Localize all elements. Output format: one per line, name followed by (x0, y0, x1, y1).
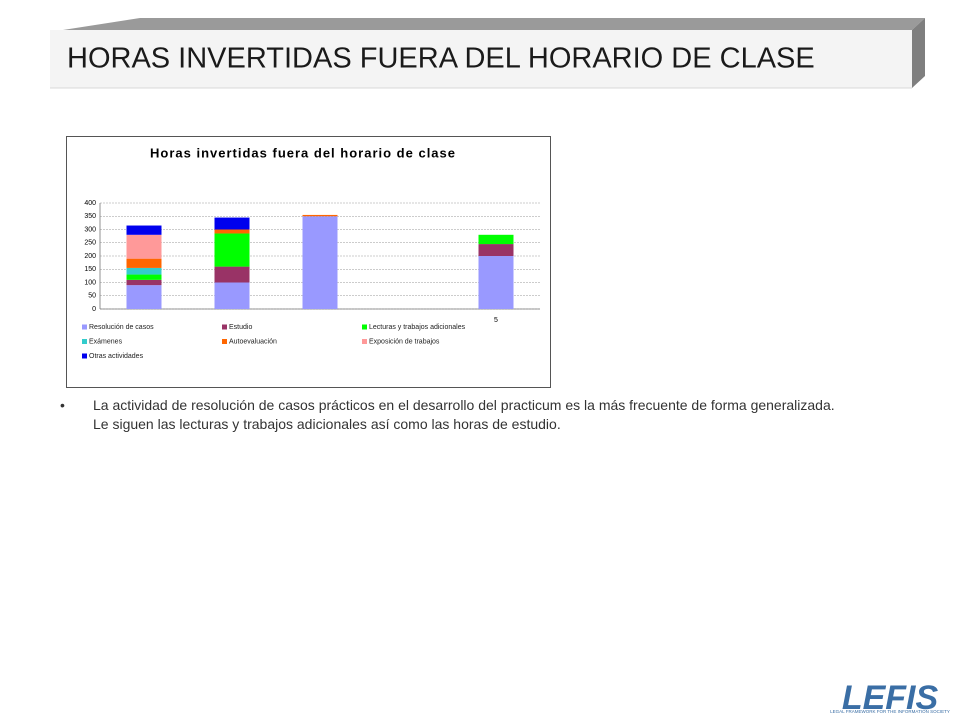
bar-segment (214, 229, 250, 234)
y-tick-label: 400 (84, 200, 96, 207)
x-tick-label: 5 (494, 317, 498, 324)
bullet-marker: • (60, 397, 65, 413)
legend-swatch (222, 324, 227, 330)
bar-segment (126, 258, 162, 268)
bar-segment (302, 216, 338, 309)
bar-segment (126, 225, 162, 235)
y-tick-label: 350 (84, 213, 96, 220)
bar-segment (214, 233, 250, 267)
bar-segment (214, 266, 250, 283)
legend-swatch (362, 324, 367, 330)
legend-swatch (362, 339, 367, 344)
bar-segment (214, 282, 250, 309)
y-tick-label: 0 (92, 306, 96, 313)
legend-swatch (82, 339, 87, 344)
legend-label: Lecturas y trabajos adicionales (369, 324, 466, 331)
y-tick-label: 100 (84, 279, 96, 286)
bar-segment (126, 279, 162, 286)
legend-label: Autoevaluación (229, 338, 277, 345)
logo-name: LEFIS (842, 679, 939, 717)
legend-label: Exámenes (89, 338, 123, 345)
chart-title: Horas invertidas fuera del horario de cl… (150, 145, 456, 160)
y-tick-label: 250 (84, 240, 96, 247)
logo-tagline: LEGAL FRAMEWORK FOR THE INFORMATION SOCI… (830, 709, 950, 714)
bar-segment (478, 256, 514, 309)
bullet-text: La actividad de resolución de casos prác… (93, 397, 835, 432)
legend-label: Otras actividades (89, 353, 144, 360)
legend-swatch (222, 339, 227, 344)
bar-segment (478, 234, 514, 245)
y-tick-label: 300 (84, 226, 96, 233)
bar-segment (126, 267, 162, 275)
y-tick-label: 150 (84, 266, 96, 273)
legend-swatch (82, 324, 87, 330)
bar-segment (478, 244, 514, 256)
logo: LEFIS LEGAL FRAMEWORK FOR THE INFORMATIO… (830, 679, 950, 717)
legend-label: Estudio (229, 324, 252, 331)
bar-segment (126, 285, 162, 309)
bar-segment (214, 217, 250, 230)
bar-segment (302, 214, 338, 217)
legend-label: Exposición de trabajos (369, 338, 440, 345)
bar-segment (126, 234, 162, 259)
y-tick-label: 50 (88, 293, 96, 300)
header-top-bevel (50, 18, 925, 32)
header-side-bevel (912, 18, 925, 88)
legend-swatch (82, 353, 87, 359)
y-tick-label: 200 (84, 253, 96, 260)
header-band (50, 30, 912, 88)
slide-title: HORAS INVERTIDAS FUERA DEL HORARIO DE CL… (67, 43, 815, 75)
legend-label: Resolución de casos (89, 324, 154, 331)
bar-segment (126, 274, 162, 280)
